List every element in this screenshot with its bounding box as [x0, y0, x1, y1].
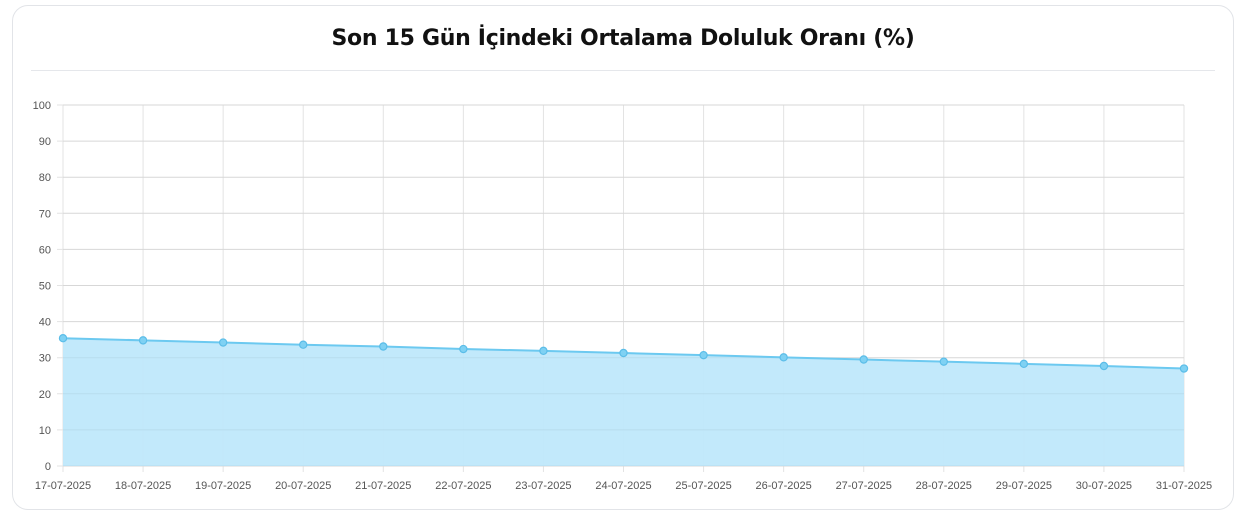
data-point [58, 334, 68, 343]
data-point [1179, 364, 1189, 373]
x-tick-label: 25-07-2025 [675, 480, 731, 492]
data-point [138, 336, 148, 345]
title-divider [31, 70, 1215, 71]
y-tick-label: 30 [39, 353, 51, 365]
x-tick-label: 17-07-2025 [35, 480, 91, 492]
data-point [459, 344, 468, 354]
x-tick-label: 27-07-2025 [836, 480, 892, 492]
series-area [63, 338, 1184, 466]
y-tick-label: 20 [39, 389, 51, 401]
data-point [379, 342, 388, 351]
data-point [299, 340, 308, 349]
x-tick-label: 29-07-2025 [996, 480, 1052, 492]
y-tick-label: 80 [39, 172, 51, 184]
data-point [699, 350, 708, 360]
x-tick-label: 22-07-2025 [435, 480, 491, 492]
data-point [539, 346, 548, 356]
data-point [1099, 361, 1109, 371]
x-tick-label: 19-07-2025 [195, 480, 251, 492]
data-point [1019, 359, 1029, 369]
y-tick-label: 10 [39, 425, 51, 437]
x-tick-label: 30-07-2025 [1076, 480, 1132, 492]
x-tick-label: 24-07-2025 [595, 480, 651, 492]
y-tick-label: 100 [33, 100, 51, 112]
x-tick-label: 23-07-2025 [515, 480, 571, 492]
x-tick-label: 31-07-2025 [1156, 480, 1212, 492]
x-tick-label: 18-07-2025 [115, 480, 171, 492]
y-tick-label: 40 [39, 317, 51, 329]
y-tick-label: 70 [39, 208, 51, 220]
x-tick-label: 26-07-2025 [756, 480, 812, 492]
data-point [859, 355, 868, 364]
x-tick-label: 28-07-2025 [916, 480, 972, 492]
data-point [779, 353, 788, 362]
data-point [939, 357, 948, 366]
data-point [619, 348, 628, 358]
data-point [218, 338, 228, 347]
y-tick-label: 50 [39, 281, 51, 293]
chart-title: Son 15 Gün İçindeki Ortalama Doluluk Ora… [331, 26, 915, 51]
y-tick-label: 0 [45, 461, 51, 473]
x-tick-label: 21-07-2025 [355, 480, 411, 492]
x-tick-label: 20-07-2025 [275, 480, 331, 492]
y-tick-label: 60 [39, 244, 51, 256]
y-tick-label: 90 [39, 136, 51, 148]
